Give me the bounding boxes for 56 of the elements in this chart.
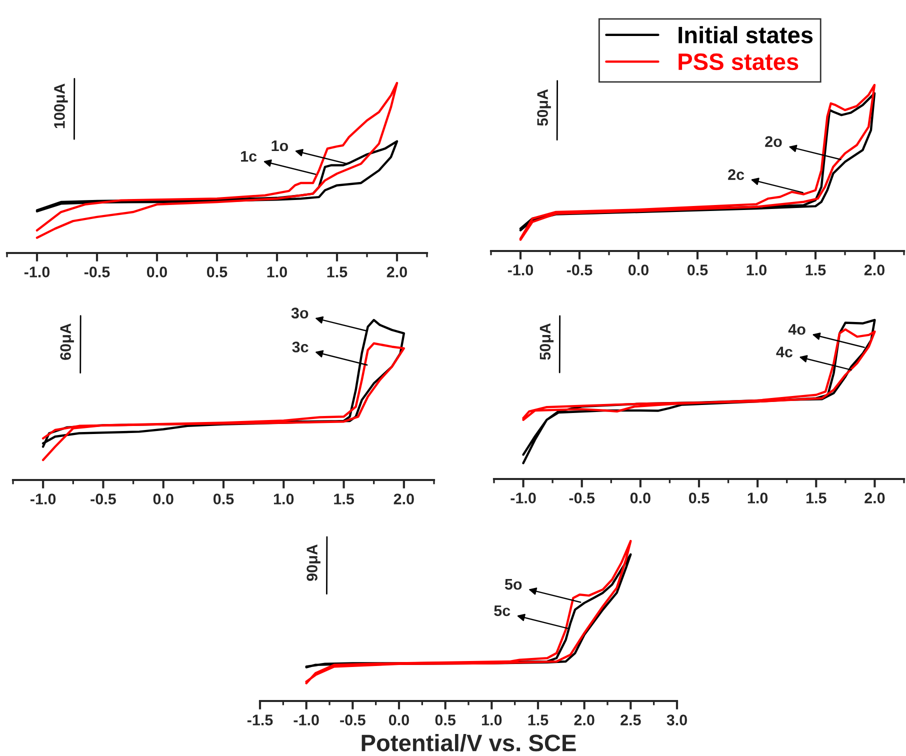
x-tick-label: -1.0	[508, 264, 534, 276]
x-tick-label: -0.5	[340, 714, 366, 726]
x-tick-label: 1.0	[482, 714, 502, 726]
annotation: 1o	[272, 140, 288, 152]
annotation: 3o	[291, 308, 308, 318]
x-tick-label: 0.5	[688, 492, 710, 504]
x-tick-label: -0.5	[84, 266, 110, 278]
annotation: 50μA	[537, 89, 551, 126]
x-tick-label: 1.0	[746, 264, 766, 276]
annotation: 4c	[776, 346, 793, 358]
x-tick-label: 3.0	[666, 714, 687, 726]
x-tick-label: 1.5	[806, 492, 826, 504]
annotation: 2o	[765, 136, 782, 147]
x-tick-label: 1.0	[748, 492, 768, 504]
x-tick-label: 1.5	[327, 266, 348, 278]
x-tick-label: 1.5	[528, 714, 548, 726]
x-tick-label: -1.0	[24, 266, 50, 278]
x-tick-label: 0.5	[435, 714, 456, 726]
annotation: 60μA	[60, 323, 74, 360]
x-tick-label: 0.0	[146, 266, 167, 278]
x-tick-label: 2.0	[864, 264, 884, 276]
x-tick-label: 2.5	[620, 714, 641, 726]
annotation: 5o	[504, 579, 522, 590]
x-tick-label: 1.0	[274, 494, 294, 504]
x-tick-label: -0.5	[566, 264, 592, 276]
x-tick-label: 2.0	[574, 714, 594, 726]
x-tick-label: -1.0	[294, 714, 319, 726]
annotation: 1c	[241, 151, 257, 162]
x-tick-label: 2.0	[386, 266, 407, 278]
x-tick-label: 0.0	[153, 494, 174, 504]
annotation: 3c	[292, 342, 308, 352]
legend-label: Initial states	[678, 26, 813, 44]
annotation: 4o	[788, 324, 806, 335]
annotation: 2c	[728, 169, 744, 180]
x-tick-label: 1.5	[334, 494, 354, 504]
x-tick-label: 1.0	[267, 266, 287, 278]
x-tick-label: 2.0	[394, 494, 414, 504]
x-tick-label: 0.0	[388, 714, 409, 726]
x-tick-label: 2.0	[864, 492, 885, 504]
x-tick-label: 0.0	[630, 492, 650, 504]
x-tick-label: 0.5	[206, 266, 228, 278]
annotation: 90μA	[306, 544, 320, 581]
x-tick-label: 0.5	[213, 494, 234, 504]
x-axis-title: Potential/V vs. SCE	[362, 734, 576, 752]
annotation: 50μA	[540, 323, 554, 360]
x-tick-label: -1.0	[510, 492, 536, 504]
x-tick-label: 0.5	[687, 264, 708, 276]
x-tick-label: -0.5	[90, 494, 116, 504]
legend-label: PSS states	[678, 53, 798, 70]
x-tick-label: -0.5	[569, 492, 595, 504]
x-tick-label: -1.5	[247, 714, 273, 726]
x-tick-label: 1.5	[806, 264, 826, 276]
annotation: 100μA	[54, 84, 68, 128]
annotation: 5c	[494, 605, 510, 616]
x-tick-label: -1.0	[30, 494, 56, 504]
x-tick-label: 0.0	[628, 264, 648, 276]
